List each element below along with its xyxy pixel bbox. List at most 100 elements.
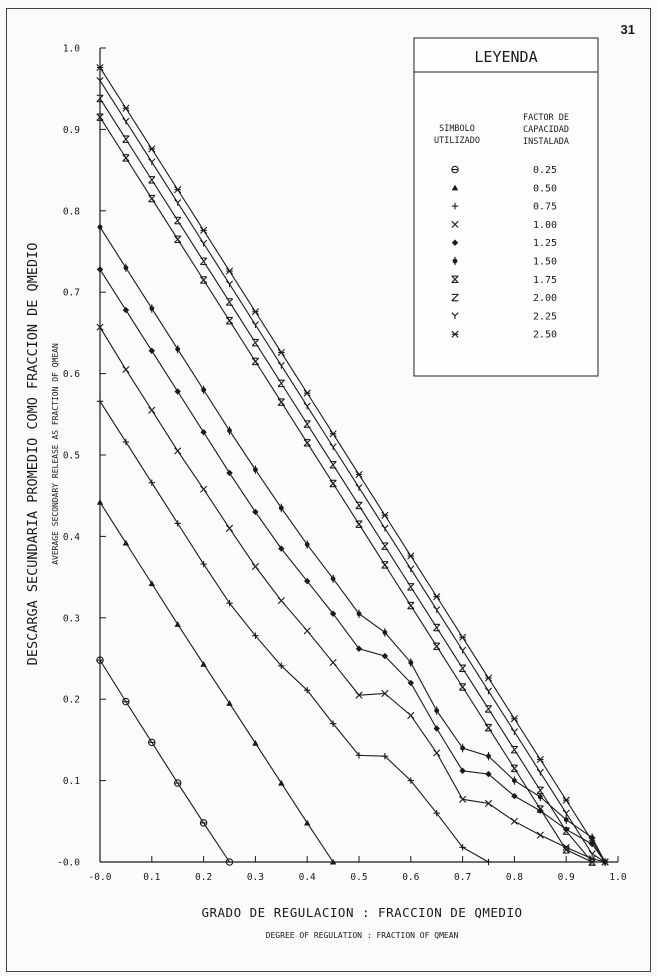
- data-point: [536, 786, 544, 795]
- x-axis-subtitle: DEGREE OF REGULATION : FRACTION OF QMEAN: [266, 931, 459, 940]
- legend-label: 2.25: [533, 311, 557, 322]
- legend-label: 2.00: [533, 293, 557, 304]
- data-point: [278, 503, 284, 513]
- data-point: [97, 222, 103, 232]
- data-point: [173, 779, 182, 787]
- x-tick-label: 0.6: [402, 872, 419, 883]
- data-point: [329, 858, 337, 865]
- data-point: [588, 850, 596, 858]
- data-point: [174, 216, 182, 225]
- data-point: [96, 63, 104, 72]
- y-tick-label: -0.0: [57, 858, 80, 869]
- legend-label: 0.75: [533, 202, 557, 213]
- data-point: [433, 809, 440, 817]
- data-point: [355, 645, 363, 652]
- legend-item: 0.25: [451, 165, 557, 176]
- data-point: [381, 652, 389, 660]
- legend-box: [413, 37, 599, 377]
- series-line: [99, 501, 334, 863]
- series-layer: [96, 63, 609, 867]
- data-point: [200, 239, 208, 247]
- data-point: [96, 76, 104, 84]
- series-2_00: [96, 94, 596, 866]
- data-point: [510, 764, 518, 773]
- series-line: [99, 326, 606, 863]
- legend-item: 0.50: [451, 183, 557, 194]
- data-point: [562, 809, 570, 817]
- data-point: [486, 751, 491, 761]
- data-point: [304, 577, 311, 585]
- data-point: [304, 540, 310, 549]
- legend-label: 1.25: [533, 238, 557, 249]
- x-tick-label: 0.7: [454, 872, 471, 883]
- data-point: [251, 357, 259, 366]
- data-point: [407, 679, 414, 687]
- data-point: [355, 483, 363, 491]
- data-point: [408, 658, 414, 667]
- data-point: [511, 792, 518, 800]
- data-point: [510, 728, 518, 735]
- x-tick-label: 0.3: [247, 872, 264, 883]
- data-point: [484, 705, 493, 713]
- series-2_25: [96, 76, 609, 866]
- data-point: [407, 777, 414, 784]
- legend-rows: 0.25 0.50 0.75 1.00 1.25 1.50 1.75 2.00 2.25 2.50: [451, 165, 557, 341]
- data-point: [96, 113, 104, 121]
- data-point: [225, 267, 234, 275]
- data-point: [329, 443, 337, 451]
- data-point: [278, 779, 285, 786]
- legend-col1-header-line2: UTILIZADO: [434, 136, 480, 146]
- data-point: [356, 609, 362, 618]
- legend-label: 1.50: [533, 257, 557, 268]
- data-point: [148, 176, 156, 184]
- data-point: [381, 511, 389, 519]
- data-point: [278, 545, 285, 552]
- data-point: [562, 796, 570, 804]
- data-point: [381, 542, 389, 550]
- data-point: [252, 739, 259, 746]
- data-point: [225, 298, 234, 306]
- legend-item: 1.25: [451, 238, 557, 249]
- y-tick-label: 0.6: [63, 369, 80, 380]
- data-point: [96, 94, 104, 103]
- legend-title: LEYENDA: [474, 48, 537, 66]
- data-point: [225, 858, 234, 866]
- data-point: [407, 552, 415, 560]
- legend-item: 1.00: [451, 220, 557, 231]
- data-point: [484, 674, 493, 682]
- data-point: [329, 430, 337, 438]
- y-tick-label: 0.4: [63, 532, 80, 543]
- data-point: [601, 858, 609, 866]
- legend-item: 2.25: [451, 311, 557, 322]
- series-line: [99, 400, 489, 863]
- y-tick-label: 0.1: [63, 776, 80, 787]
- data-point: [225, 280, 234, 288]
- data-point: [329, 479, 337, 488]
- x-tick-label: 0.4: [299, 872, 316, 883]
- data-point: [510, 745, 518, 754]
- data-point: [251, 308, 259, 316]
- data-point: [382, 628, 388, 637]
- data-point: [148, 406, 156, 414]
- data-point: [355, 501, 363, 510]
- data-point: [148, 738, 156, 747]
- series-1_75: [96, 113, 596, 866]
- data-point: [433, 606, 441, 613]
- legend-label: 0.50: [533, 183, 557, 194]
- data-point: [123, 263, 129, 272]
- data-point: [277, 398, 285, 406]
- x-tick-label: 0.1: [143, 872, 160, 883]
- legend-symbol: [451, 165, 459, 174]
- data-point: [433, 623, 441, 632]
- data-point: [251, 338, 259, 347]
- data-point: [433, 642, 441, 651]
- series-line: [99, 116, 593, 863]
- data-point: [252, 508, 259, 516]
- data-point: [355, 752, 363, 759]
- data-point: [148, 145, 156, 153]
- data-point: [381, 689, 389, 698]
- data-point: [460, 743, 465, 753]
- x-tick-label: 0.8: [506, 872, 523, 883]
